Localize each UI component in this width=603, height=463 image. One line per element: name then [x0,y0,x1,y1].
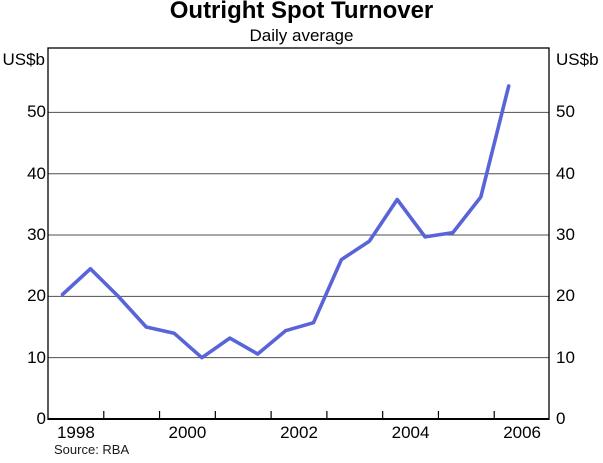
y-tick-label-left-20: 20 [27,286,46,306]
y-tick-label-right-10: 10 [556,347,575,367]
chart-subtitle: Daily average [249,26,354,45]
x-year-label-1998: 1998 [56,423,95,442]
x-year-label-2004: 2004 [391,423,430,442]
y-tick-label-left-0: 0 [36,409,46,428]
x-year-label-2002: 2002 [280,423,318,442]
y-tick-label-left-30: 30 [27,225,46,245]
source-note: Source: RBA [54,442,130,457]
x-year-label-2006: 2006 [503,423,542,442]
x-axis-ticks [103,411,495,419]
y-tick-label-right-40: 40 [556,163,575,183]
y-tick-label-right-0: 0 [556,409,566,428]
y-tick-label-left-50: 50 [27,102,46,122]
y-axis-unit-left: US$b [2,50,45,69]
gridlines [48,111,549,359]
turnover-line [60,84,511,360]
x-year-label-2000: 2000 [168,423,207,442]
plot-frame [47,47,550,420]
y-axis-unit-right: US$b [556,50,599,69]
y-tick-label-left-10: 10 [27,347,46,367]
y-tick-label-right-50: 50 [556,102,575,122]
y-tick-label-right-20: 20 [556,286,575,306]
y-tick-label-right-30: 30 [556,225,575,245]
y-tick-label-left-40: 40 [27,163,46,183]
chart-title: Outright Spot Turnover [169,0,434,24]
